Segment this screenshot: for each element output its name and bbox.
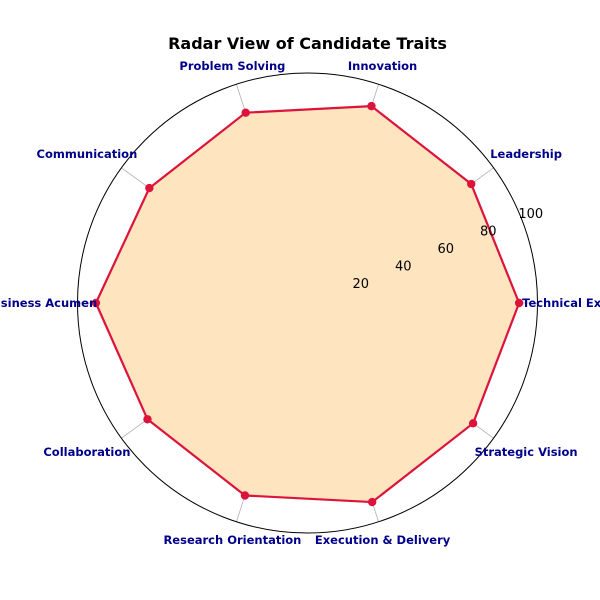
category-label: Technical Exper bbox=[522, 296, 600, 310]
category-label: Leadership bbox=[490, 147, 562, 161]
category-label: Business Acumen bbox=[0, 296, 97, 310]
data-point bbox=[91, 298, 101, 308]
category-label: Innovation bbox=[348, 59, 417, 73]
category-label: Research Orientation bbox=[163, 533, 301, 547]
r-tick-label: 80 bbox=[480, 224, 497, 239]
data-point bbox=[467, 179, 476, 189]
data-point bbox=[145, 183, 154, 193]
data-point bbox=[241, 108, 250, 117]
data-point bbox=[468, 419, 478, 428]
category-label: Strategic Vision bbox=[475, 445, 578, 459]
category-label: Communication bbox=[37, 147, 138, 161]
series-polygon bbox=[94, 105, 521, 504]
data-point bbox=[240, 491, 250, 500]
r-tick-label: 20 bbox=[352, 277, 369, 292]
r-tick-label: 40 bbox=[395, 260, 412, 275]
r-tick-label: 60 bbox=[437, 242, 454, 257]
data-point bbox=[143, 415, 152, 424]
data-point bbox=[514, 298, 524, 308]
category-label: Problem Solving bbox=[179, 59, 285, 73]
data-point bbox=[367, 497, 377, 507]
outer-ring bbox=[77, 72, 538, 534]
chart-title: Radar View of Candidate Traits bbox=[168, 34, 447, 53]
r-tick-label: 100 bbox=[518, 207, 543, 222]
data-point bbox=[367, 101, 376, 111]
category-label: Execution & Delivery bbox=[315, 533, 451, 547]
category-label: Collaboration bbox=[43, 445, 130, 459]
